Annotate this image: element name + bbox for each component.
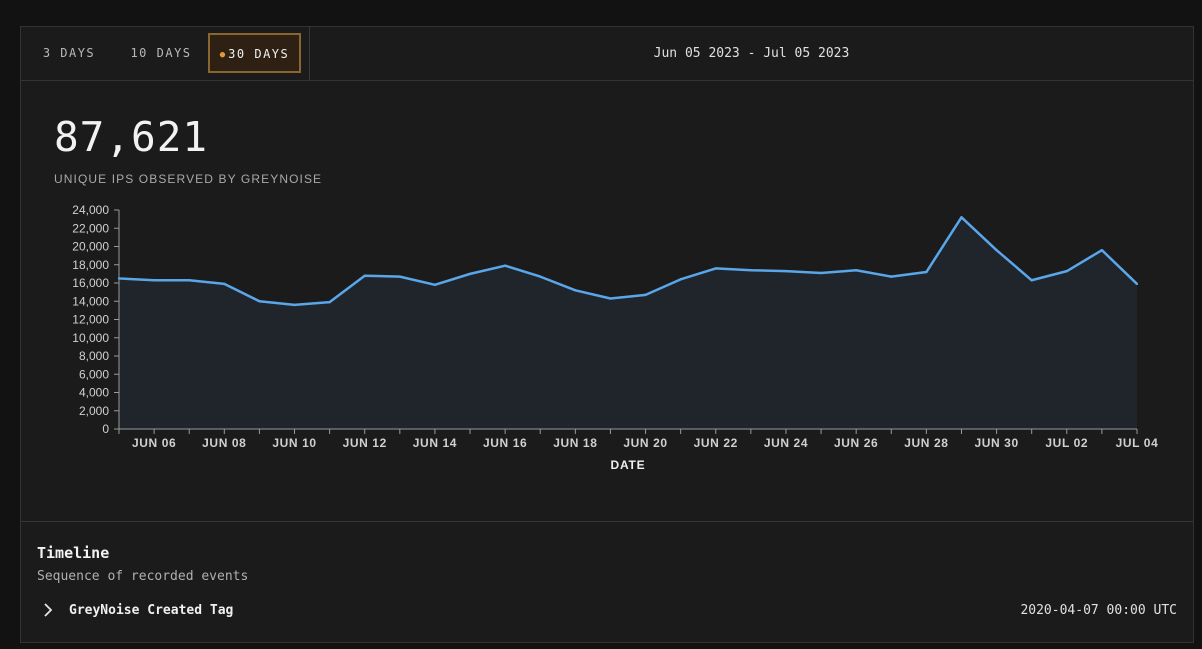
time-range-selector: 3 DAYS 10 DAYS ● 30 DAYS bbox=[21, 27, 310, 80]
y-tick-label: 24,000 bbox=[72, 203, 109, 217]
chevron-right-icon[interactable] bbox=[43, 603, 53, 617]
data-point bbox=[574, 289, 577, 292]
data-point bbox=[784, 269, 788, 273]
data-point bbox=[328, 300, 331, 304]
timeline-event-time: 2020-04-07 00:00 UTC bbox=[1020, 603, 1177, 618]
data-point bbox=[644, 293, 647, 297]
data-point bbox=[363, 274, 366, 277]
x-tick-label: JUN 30 bbox=[974, 436, 1018, 450]
data-point bbox=[1065, 269, 1068, 273]
range-30-days-label: 30 DAYS bbox=[228, 47, 290, 61]
data-point bbox=[398, 275, 402, 278]
x-tick-label: JUN 16 bbox=[483, 436, 527, 450]
panel-toolbar: 3 DAYS 10 DAYS ● 30 DAYS Jun 05 2023 - Ju… bbox=[21, 27, 1193, 81]
range-30-days-button[interactable]: ● 30 DAYS bbox=[208, 33, 301, 73]
timeline-event-row[interactable]: GreyNoise Created Tag 2020-04-07 00:00 U… bbox=[37, 599, 1177, 623]
data-point bbox=[468, 272, 472, 276]
date-range-label: Jun 05 2023 - Jul 05 2023 bbox=[653, 46, 850, 61]
data-point bbox=[749, 269, 753, 272]
data-point bbox=[995, 248, 998, 252]
x-axis-title: DATE bbox=[611, 458, 646, 472]
x-tick-label: JUN 12 bbox=[343, 436, 387, 450]
y-tick-label: 18,000 bbox=[72, 258, 109, 272]
data-point bbox=[539, 275, 542, 278]
x-tick-label: JUL 02 bbox=[1045, 436, 1088, 450]
x-tick-label: JUN 08 bbox=[202, 436, 246, 450]
x-tick-label: JUN 10 bbox=[272, 436, 316, 450]
data-point bbox=[890, 275, 893, 278]
series-area bbox=[119, 217, 1137, 429]
series-line bbox=[118, 216, 1138, 307]
y-tick-label: 20,000 bbox=[72, 240, 109, 254]
data-point bbox=[117, 277, 121, 280]
unique-ips-caption: UNIQUE IPS OBSERVED BY GREYNOISE bbox=[54, 172, 323, 186]
x-tick-label: JUN 20 bbox=[623, 436, 667, 450]
data-point bbox=[152, 279, 156, 282]
section-divider bbox=[21, 521, 1193, 522]
y-tick-label: 0 bbox=[102, 422, 109, 436]
y-tick-label: 14,000 bbox=[72, 294, 109, 308]
x-tick-label: JUN 24 bbox=[764, 436, 808, 450]
data-point bbox=[960, 216, 963, 219]
y-tick-label: 6,000 bbox=[79, 367, 109, 381]
data-point bbox=[679, 278, 682, 281]
x-tick-label: JUN 22 bbox=[694, 436, 738, 450]
x-tick-label: JUN 26 bbox=[834, 436, 878, 450]
timeline-subtitle: Sequence of recorded events bbox=[37, 569, 249, 584]
x-tick-label: JUN 28 bbox=[904, 436, 948, 450]
y-tick-label: 10,000 bbox=[72, 331, 109, 345]
x-tick-label: JUN 18 bbox=[553, 436, 597, 450]
data-point bbox=[854, 269, 858, 272]
unique-ips-count: 87,621 bbox=[54, 113, 209, 161]
unique-ips-chart: 0 2,000 4,000 6,000 8,000 10,000 12,000 14,000 1… bbox=[72, 203, 1159, 472]
data-point bbox=[293, 303, 296, 307]
data-point bbox=[714, 267, 717, 270]
data-point bbox=[188, 279, 191, 282]
data-point bbox=[223, 282, 226, 286]
timeline-event-label: GreyNoise Created Tag bbox=[69, 603, 234, 618]
x-tick-label: JUL 04 bbox=[1116, 436, 1159, 450]
active-dot-icon: ● bbox=[219, 50, 226, 60]
data-point bbox=[433, 283, 437, 287]
y-tick-label: 2,000 bbox=[79, 404, 109, 418]
data-point bbox=[1135, 282, 1139, 286]
data-point bbox=[819, 271, 823, 275]
ip-activity-panel: 3 DAYS 10 DAYS ● 30 DAYS Jun 05 2023 - Ju… bbox=[20, 26, 1194, 643]
data-point bbox=[1030, 279, 1033, 282]
x-tick-label: JUN 06 bbox=[132, 436, 176, 450]
data-point bbox=[1100, 248, 1104, 252]
data-point bbox=[503, 264, 507, 267]
y-tick-label: 12,000 bbox=[72, 313, 109, 327]
data-point bbox=[925, 270, 928, 274]
timeline-title: Timeline bbox=[37, 544, 110, 562]
data-point bbox=[258, 300, 261, 303]
y-tick-label: 22,000 bbox=[72, 221, 109, 235]
y-tick-label: 8,000 bbox=[79, 349, 109, 363]
y-tick-label: 4,000 bbox=[79, 386, 109, 400]
data-point bbox=[609, 297, 612, 300]
y-tick-label: 16,000 bbox=[72, 276, 109, 290]
range-3-days-button[interactable]: 3 DAYS bbox=[42, 46, 96, 60]
x-tick-label: JUN 14 bbox=[413, 436, 457, 450]
range-10-days-button[interactable]: 10 DAYS bbox=[130, 46, 192, 60]
